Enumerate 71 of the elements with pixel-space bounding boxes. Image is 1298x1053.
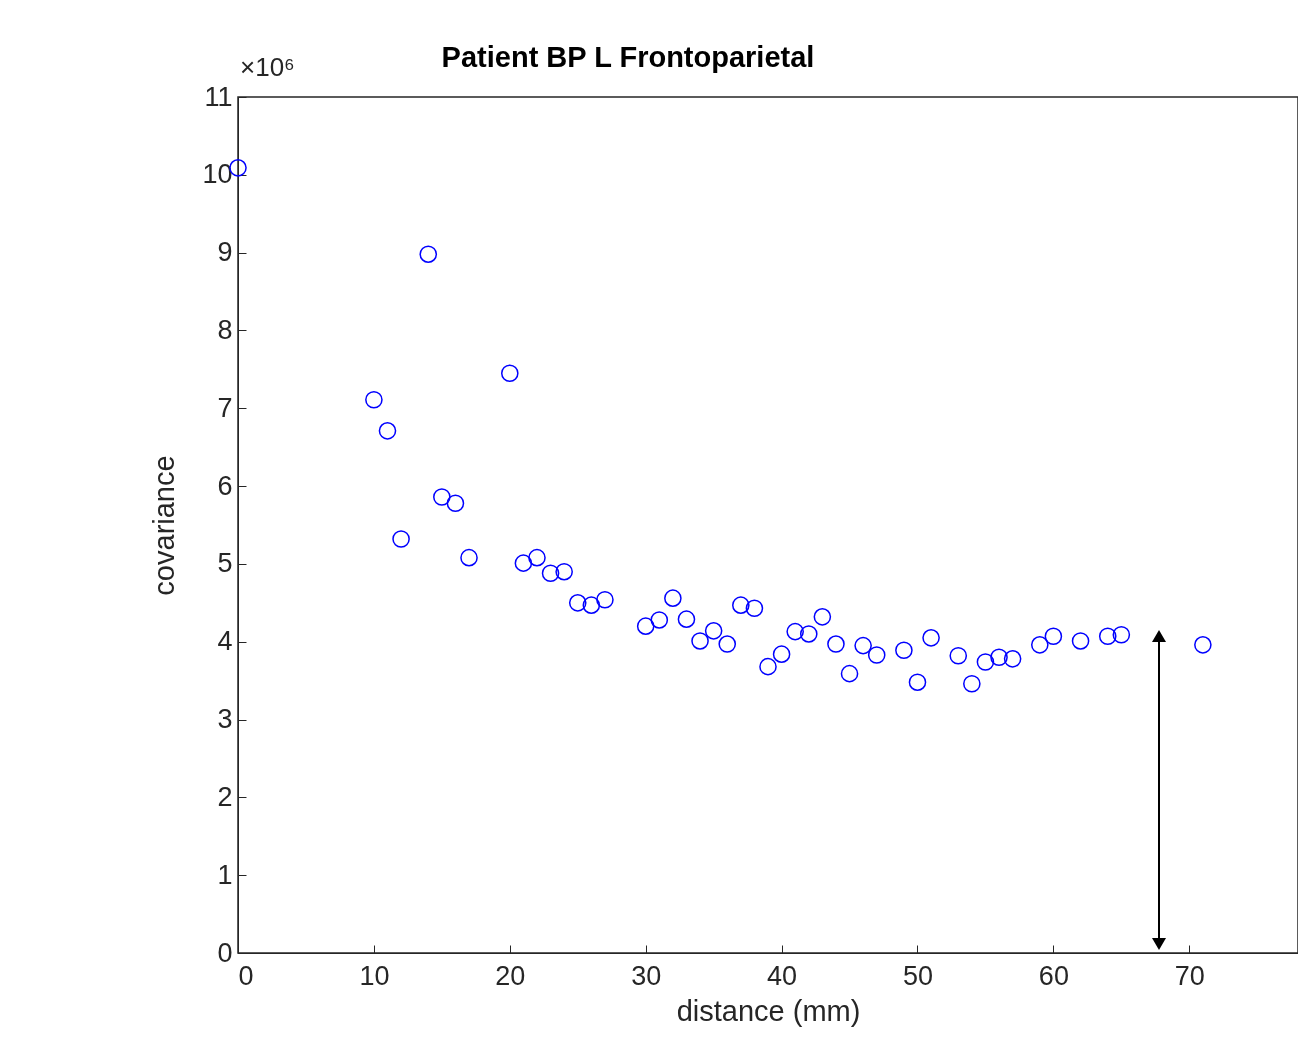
point: [541, 564, 560, 583]
point: [514, 554, 533, 572]
point: [1098, 627, 1117, 646]
point: [582, 596, 601, 614]
y-tick-label: 8: [217, 314, 233, 345]
point: [500, 364, 519, 383]
point: [636, 617, 655, 635]
point: [772, 645, 791, 663]
y-tick-label: 0: [217, 937, 233, 968]
y-axis-title: covariance: [148, 455, 181, 596]
point: [392, 530, 410, 548]
point: [813, 608, 832, 626]
y-tick-label: 2: [217, 781, 233, 812]
point: [419, 245, 438, 263]
point: [568, 594, 587, 612]
point: [759, 657, 777, 676]
point: [718, 635, 737, 653]
y-tick-label: 11: [204, 81, 233, 112]
point: [732, 596, 750, 614]
point: [786, 622, 804, 641]
point: [922, 629, 940, 647]
point: [664, 589, 682, 607]
y-tick-label: 6: [217, 470, 233, 501]
point: [365, 390, 383, 409]
point: [1194, 636, 1212, 654]
point: [1003, 650, 1022, 668]
point: [990, 648, 1008, 667]
chart-title: Patient BP L Frontoparietal: [441, 41, 815, 73]
y-tick-label: 3: [217, 704, 233, 735]
point: [895, 641, 913, 660]
point: [704, 622, 723, 640]
point: [949, 646, 968, 665]
point: [555, 562, 573, 581]
y-tick-label: 4: [217, 626, 233, 657]
point: [799, 625, 818, 643]
x-tick-label: 50: [902, 960, 934, 991]
point: [1071, 632, 1090, 650]
point: [867, 646, 886, 664]
point: [650, 611, 669, 629]
x-tick-label: 20: [495, 960, 526, 991]
point: [691, 632, 709, 650]
point: [528, 548, 546, 567]
point: [596, 590, 614, 609]
x-tick-label: 60: [1038, 960, 1069, 991]
y-tick-label: 10: [202, 159, 233, 190]
point: [854, 636, 872, 655]
x-tick-label: 30: [631, 960, 662, 991]
point: [827, 635, 845, 653]
point: [908, 673, 927, 691]
y-tick-label: 5: [217, 548, 233, 579]
point: [378, 422, 397, 440]
x-tick-label: 0: [238, 960, 254, 991]
point: [963, 674, 981, 693]
point: [446, 494, 465, 513]
point: [677, 610, 696, 628]
text: ×10⁶: [240, 52, 295, 83]
point: [976, 653, 995, 671]
point: [433, 488, 451, 506]
point: [1030, 636, 1049, 654]
y-tick-label: 7: [217, 392, 233, 423]
x-axis-title: distance (mm): [676, 994, 861, 1027]
y-tick-label: 9: [217, 237, 233, 268]
x-tick-label: 70: [1174, 960, 1205, 991]
y-tick-label: 1: [217, 859, 233, 890]
x-tick-label: 10: [359, 960, 390, 991]
point: [1044, 627, 1063, 646]
point: [840, 664, 859, 683]
x-tick-label: 40: [767, 960, 798, 991]
point: [745, 599, 764, 618]
point: [460, 548, 478, 567]
point: [1112, 625, 1131, 644]
